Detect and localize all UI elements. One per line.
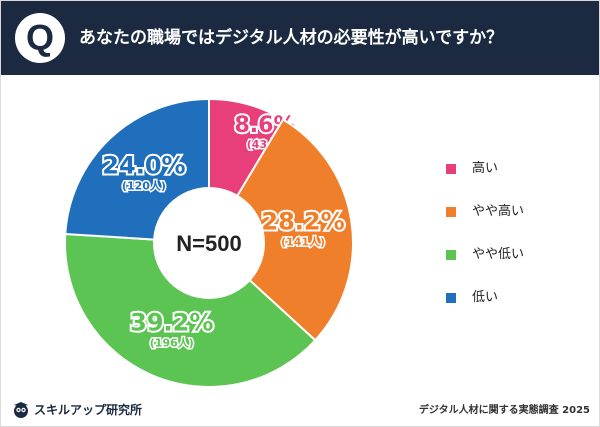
slice-count-low: (120人) bbox=[122, 179, 166, 193]
brand-name: スキルアップ研究所 bbox=[34, 403, 143, 417]
slice-count-somewhat-high: (141人) bbox=[281, 234, 325, 248]
legend-swatch-high bbox=[446, 164, 456, 174]
legend-swatch-somewhat-high bbox=[446, 207, 456, 217]
slice-percent-somewhat-low: 39.2% bbox=[130, 308, 213, 336]
pie-slice-somewhat-high bbox=[207, 118, 354, 342]
question-header: Q あなたの職場ではデジタル人材の必要性が高いですか？ bbox=[1, 1, 599, 75]
legend-swatch-low bbox=[446, 293, 456, 303]
slice-count-somewhat-low: (196人) bbox=[150, 335, 194, 349]
owl-logo-icon bbox=[14, 402, 28, 418]
slice-percent-low: 24.0% bbox=[102, 152, 185, 180]
legend-item-low: 低い bbox=[446, 289, 596, 309]
legend-label-high: 高い bbox=[472, 161, 499, 176]
legend-label-somewhat-low: やや低い bbox=[472, 247, 525, 262]
legend-label-low: 低い bbox=[472, 290, 499, 305]
q-badge: Q bbox=[15, 13, 65, 63]
pie-slice-somewhat-low bbox=[64, 232, 317, 388]
q-letter: Q bbox=[25, 17, 54, 58]
center-label: N=500 bbox=[176, 231, 241, 256]
donut-hole bbox=[153, 187, 265, 299]
legend-item-somewhat-low: やや低い bbox=[446, 246, 596, 266]
footer-brand: スキルアップ研究所 bbox=[12, 400, 212, 422]
donut-chart: 8.6%(43人)28.2%(141人)39.2%(196人)24.0%(120… bbox=[64, 97, 354, 388]
legend-item-high: 高い bbox=[446, 160, 596, 180]
question-title: あなたの職場ではデジタル人材の必要性が高いですか？ bbox=[79, 28, 504, 48]
legend-swatch-somewhat-low bbox=[446, 250, 456, 260]
survey-source: デジタル人材に関する実態調査 2025 bbox=[418, 405, 590, 416]
slice-percent-somewhat-high: 28.2% bbox=[261, 207, 344, 235]
legend-label-somewhat-high: やや高い bbox=[472, 204, 525, 219]
legend-item-somewhat-high: やや高い bbox=[446, 203, 596, 223]
